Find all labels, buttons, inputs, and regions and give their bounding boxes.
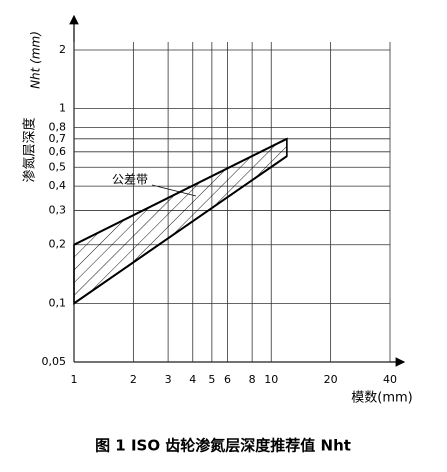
x-tick-label: 8 xyxy=(249,373,256,386)
y-tick-label: 0,4 xyxy=(49,179,67,192)
y-tick-label: 2 xyxy=(59,43,66,56)
x-tick-label: 5 xyxy=(208,373,215,386)
y-tick-label: 0,05 xyxy=(42,355,67,368)
y-tick-label: 1 xyxy=(59,102,66,115)
upper-line xyxy=(73,137,288,246)
y-tick-label: 0,6 xyxy=(49,145,67,158)
y-tick-label: 0,5 xyxy=(49,160,67,173)
y-tick-label: 0,2 xyxy=(49,238,67,251)
annotation: 公差带 xyxy=(112,173,148,187)
y-tick-label: 0,1 xyxy=(49,296,67,309)
x-tick-label: 2 xyxy=(130,373,137,386)
x-tick-label: 20 xyxy=(324,373,338,386)
lower-line xyxy=(73,155,288,305)
x-tick-label: 10 xyxy=(264,373,278,386)
x-tick-label: 3 xyxy=(165,373,172,386)
chart-title: 图 1 ISO 齿轮渗氮层深度推荐值 Nht xyxy=(95,437,351,455)
y-tick-label: 0,7 xyxy=(49,132,67,145)
y-unit-label: Nht (mm) xyxy=(29,31,43,89)
y-tick-label: 0,3 xyxy=(49,203,67,216)
x-tick-label: 4 xyxy=(189,373,196,386)
tolerance-band xyxy=(73,137,288,305)
x-tick-label: 1 xyxy=(71,373,78,386)
x-axis-label: 模数(mm) xyxy=(351,391,412,406)
x-tick-label: 6 xyxy=(224,373,231,386)
y-tick-label: 0,8 xyxy=(49,120,67,133)
y-axis-label: 渗氮层深度 xyxy=(22,117,38,182)
x-tick-label: 40 xyxy=(383,373,397,386)
